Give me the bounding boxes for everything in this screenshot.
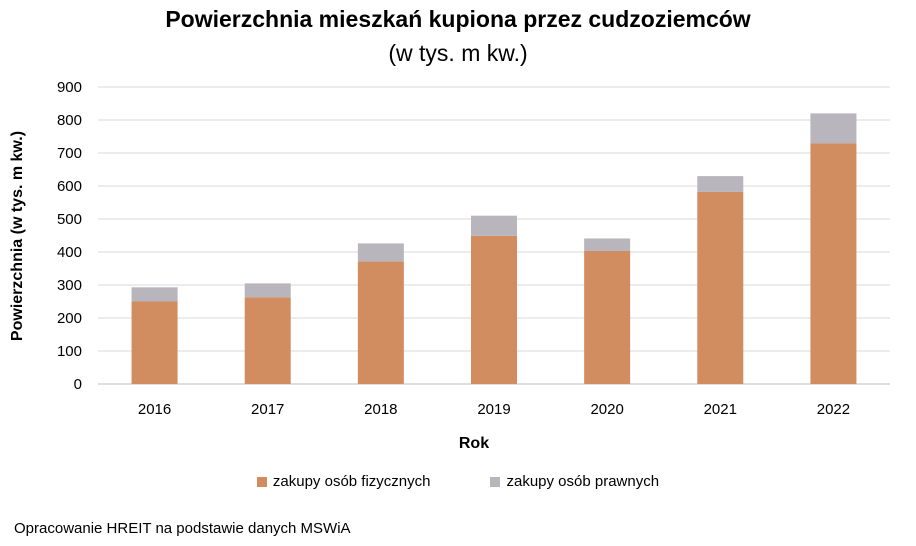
x-tick-label-2020: 2020: [590, 401, 623, 418]
x-axis-ticks: 2016 2017 2018 2019 2020 2021 2022: [138, 401, 850, 418]
legend-swatch-prawne: [490, 476, 501, 487]
chart-title: Powierzchnia mieszkań kupiona przez cudz…: [165, 6, 751, 32]
chart-subtitle: (w tys. m kw.): [388, 40, 528, 66]
bar-2022-fizyczne: [810, 143, 857, 384]
legend-item-prawne: zakupy osób prawnych: [490, 473, 659, 490]
legend-item-fizyczne: zakupy osób fizycznych: [256, 473, 431, 490]
y-axis-title: Powierzchnia (w tys. m kw.): [9, 131, 26, 341]
bar-2022-prawne: [810, 113, 857, 144]
y-tick-label-600: 600: [57, 178, 82, 195]
bar-2019-fizyczne: [471, 235, 517, 384]
bar-2019-prawne: [471, 215, 517, 236]
bar-2020-prawne: [584, 238, 631, 252]
bar-2016-prawne: [131, 287, 178, 302]
bar-2021-prawne: [697, 176, 744, 192]
x-tick-label-2019: 2019: [477, 401, 510, 418]
x-tick-label-2016: 2016: [138, 401, 171, 418]
bar-2018-fizyczne: [357, 261, 404, 384]
bars: [131, 113, 857, 384]
bar-2020-fizyczne: [584, 251, 631, 384]
x-tick-label-2022: 2022: [817, 401, 850, 418]
x-axis-title: Rok: [459, 435, 489, 452]
y-tick-label-0: 0: [74, 376, 82, 393]
y-tick-label-100: 100: [57, 343, 82, 360]
y-tick-label-500: 500: [57, 211, 82, 228]
legend-swatch-fizyczne: [256, 476, 267, 487]
bar-2017-fizyczne: [244, 297, 291, 384]
x-tick-label-2021: 2021: [704, 401, 737, 418]
y-tick-label-700: 700: [57, 145, 82, 162]
y-axis-ticks: 0 100 200 300 400 500 600 700 800 900: [57, 79, 82, 393]
legend-label-prawne: zakupy osób prawnych: [506, 473, 660, 490]
bar-2018-prawne: [357, 243, 404, 262]
y-tick-label-800: 800: [57, 112, 82, 129]
y-tick-label-400: 400: [57, 244, 82, 261]
legend-label-fizyczne: zakupy osób fizycznych: [272, 473, 431, 490]
bar-2016-fizyczne: [131, 301, 178, 384]
x-tick-label-2018: 2018: [364, 401, 397, 418]
y-tick-label-200: 200: [57, 310, 82, 327]
y-tick-label-300: 300: [57, 277, 82, 294]
legend: zakupy osób fizycznych zakupy osób prawn…: [0, 473, 916, 490]
bar-2017-prawne: [244, 283, 291, 298]
y-tick-label-900: 900: [57, 79, 82, 96]
x-tick-label-2017: 2017: [251, 401, 284, 418]
source-note: Opracowanie HREIT na podstawie danych MS…: [14, 520, 351, 537]
bar-2021-fizyczne: [697, 191, 744, 384]
